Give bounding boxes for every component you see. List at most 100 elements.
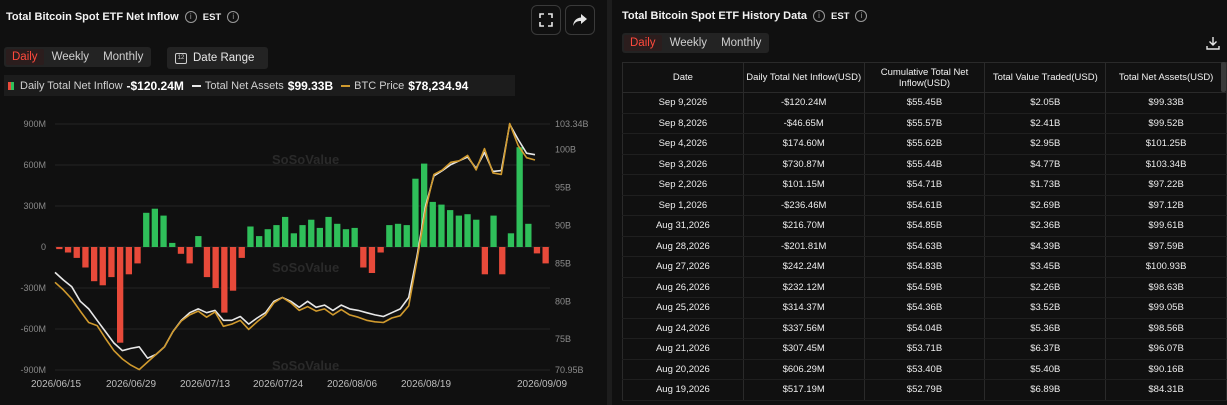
y-left-tick-label: -600M xyxy=(20,324,46,334)
cell-daily-net-inflow: $174.60M xyxy=(742,133,865,155)
col-header-total-value-traded[interactable]: Total Value Traded(USD) xyxy=(984,62,1107,93)
timezone-info-icon[interactable]: i xyxy=(227,11,240,23)
inflow-bar xyxy=(464,214,471,247)
fullscreen-icon xyxy=(539,13,553,27)
cell-cumulative-net-inflow: $53.40B xyxy=(863,359,986,380)
date-range-button[interactable]: 12 Date Range xyxy=(167,47,268,69)
inflow-bar xyxy=(151,208,158,247)
inflow-bar xyxy=(229,247,237,291)
cell-total-value-traded: $2.95B xyxy=(984,133,1107,155)
cell-daily-net-inflow: $606.29M xyxy=(742,359,865,380)
inflow-bar xyxy=(516,147,523,247)
tab-monthly[interactable]: Monthly xyxy=(103,51,144,63)
chart-title: Total Bitcoin Spot ETF Net Inflow xyxy=(6,11,179,23)
inflow-bar xyxy=(73,247,80,258)
btc-price-line xyxy=(54,122,536,371)
cell-total-value-traded: $2.36B xyxy=(984,215,1107,237)
table-tab-monthly[interactable]: Monthly xyxy=(721,37,762,49)
col-header-total-net-assets[interactable]: Total Net Assets(USD) xyxy=(1105,62,1227,93)
table-row: Aug 31,2026 $216.70M $54.85B $2.36B $99.61B xyxy=(622,215,1227,237)
info-icon[interactable]: i xyxy=(184,11,197,23)
net-inflow-chart[interactable]: 900M 600M 300M 0 -300M -600M -900M 103.34B 100B 9… xyxy=(0,100,607,405)
cell-date: Aug 19,2026 xyxy=(622,379,744,401)
table-row: Aug 20,2026 $606.29M $53.40B $5.40B $90.16B xyxy=(622,359,1227,380)
history-table: Date Daily Total Net Inflow(USD) Cumulat… xyxy=(622,62,1227,401)
inflow-bar xyxy=(412,178,419,247)
legend-btc-price[interactable]: BTC Price $78,234.94 xyxy=(341,79,468,93)
cell-cumulative-net-inflow: $54.36B xyxy=(863,297,986,319)
inflow-bar xyxy=(273,225,280,247)
share-button[interactable] xyxy=(565,5,595,35)
table-row: Aug 21,2026 $307.45M $53.71B $6.37B $96.07B xyxy=(622,338,1227,360)
inflow-bar xyxy=(221,247,228,313)
inflow-bar xyxy=(169,242,176,247)
inflow-bar xyxy=(177,247,185,254)
cell-date: Aug 24,2026 xyxy=(622,318,744,339)
table-scrollbar[interactable] xyxy=(1221,62,1226,92)
inflow-bar xyxy=(134,247,141,264)
table-period-tabs: Daily Weekly Monthly xyxy=(622,33,770,53)
inflow-bar xyxy=(212,247,219,288)
table-tab-daily[interactable]: Daily xyxy=(624,35,662,51)
timezone-label: EST xyxy=(202,11,222,23)
table-header-row: Date Daily Total Net Inflow(USD) Cumulat… xyxy=(622,62,1227,93)
inflow-bar xyxy=(256,236,263,247)
cell-cumulative-net-inflow: $54.59B xyxy=(863,277,986,298)
inflow-bar xyxy=(316,227,323,247)
cell-total-value-traded: $6.89B xyxy=(984,379,1107,401)
inflow-bar xyxy=(247,226,254,247)
cell-total-net-assets: $99.61B xyxy=(1105,215,1227,237)
table-row: Aug 26,2026 $232.12M $54.59B $2.26B $98.63B xyxy=(622,277,1227,298)
inflow-bar xyxy=(160,215,167,247)
cell-total-value-traded: $4.77B xyxy=(984,154,1107,175)
tab-weekly[interactable]: Weekly xyxy=(51,51,90,63)
table-row: Sep 2,2026 $101.15M $54.71B $1.73B $97.22B xyxy=(622,174,1227,196)
inflow-bar xyxy=(351,227,358,247)
x-tick-label: 2026/08/06 xyxy=(327,379,377,390)
inflow-bar xyxy=(533,247,541,254)
inflow-bar xyxy=(499,247,506,275)
table-info-icon[interactable]: i xyxy=(812,10,825,22)
cell-cumulative-net-inflow: $54.83B xyxy=(863,256,986,278)
table-timezone-info-icon[interactable]: i xyxy=(855,10,868,22)
cell-date: Sep 8,2026 xyxy=(622,113,744,134)
tab-daily[interactable]: Daily xyxy=(6,49,44,65)
cell-total-value-traded: $6.37B xyxy=(984,338,1107,360)
table-tab-weekly[interactable]: Weekly xyxy=(669,37,708,49)
cell-total-value-traded: $5.36B xyxy=(984,318,1107,339)
cell-total-value-traded: $3.45B xyxy=(984,256,1107,278)
download-icon[interactable] xyxy=(1205,35,1221,51)
col-header-daily-net-inflow[interactable]: Daily Total Net Inflow(USD) xyxy=(742,62,865,93)
table-row: Sep 9,2026 -$120.24M $55.45B $2.05B $99.33B xyxy=(622,92,1227,114)
col-header-cumulative-net-inflow[interactable]: Cumulative Total Net Inflow(USD) xyxy=(863,62,986,93)
cell-date: Aug 20,2026 xyxy=(622,359,744,380)
inflow-bar xyxy=(56,247,63,250)
calendar-icon: 12 xyxy=(175,52,187,64)
legend-net-assets[interactable]: Total Net Assets $99.33B xyxy=(191,79,333,93)
cell-total-net-assets: $84.31B xyxy=(1105,379,1227,401)
cell-daily-net-inflow: $216.70M xyxy=(742,215,865,237)
x-tick-label: 2026/06/29 xyxy=(106,379,156,390)
chart-legend: Daily Total Net Inflow -$120.24M Total N… xyxy=(4,75,515,96)
inflow-bar xyxy=(299,225,306,247)
inflow-bar xyxy=(368,247,376,273)
cell-daily-net-inflow: -$201.81M xyxy=(742,236,865,257)
inflow-bar xyxy=(455,215,462,247)
fullscreen-button[interactable] xyxy=(531,5,561,35)
cell-date: Aug 25,2026 xyxy=(622,297,744,319)
cell-daily-net-inflow: $307.45M xyxy=(742,338,865,360)
legend-net-inflow[interactable]: Daily Total Net Inflow -$120.24M xyxy=(8,79,184,93)
inflow-bar xyxy=(447,210,454,247)
cell-date: Sep 1,2026 xyxy=(622,195,744,216)
cell-total-net-assets: $99.33B xyxy=(1105,92,1227,114)
cell-total-net-assets: $103.34B xyxy=(1105,154,1227,175)
cell-daily-net-inflow: $517.19M xyxy=(742,379,865,401)
col-header-date[interactable]: Date xyxy=(622,62,744,93)
cell-cumulative-net-inflow: $55.62B xyxy=(863,133,986,155)
cell-total-net-assets: $98.63B xyxy=(1105,277,1227,298)
y-left-tick-label: 600M xyxy=(23,160,46,170)
cell-total-net-assets: $97.59B xyxy=(1105,236,1227,257)
inflow-bar xyxy=(403,225,410,247)
y-left-tick-label: 900M xyxy=(23,119,46,129)
table-row: Sep 8,2026 -$46.65M $55.57B $2.41B $99.52B xyxy=(622,113,1227,134)
